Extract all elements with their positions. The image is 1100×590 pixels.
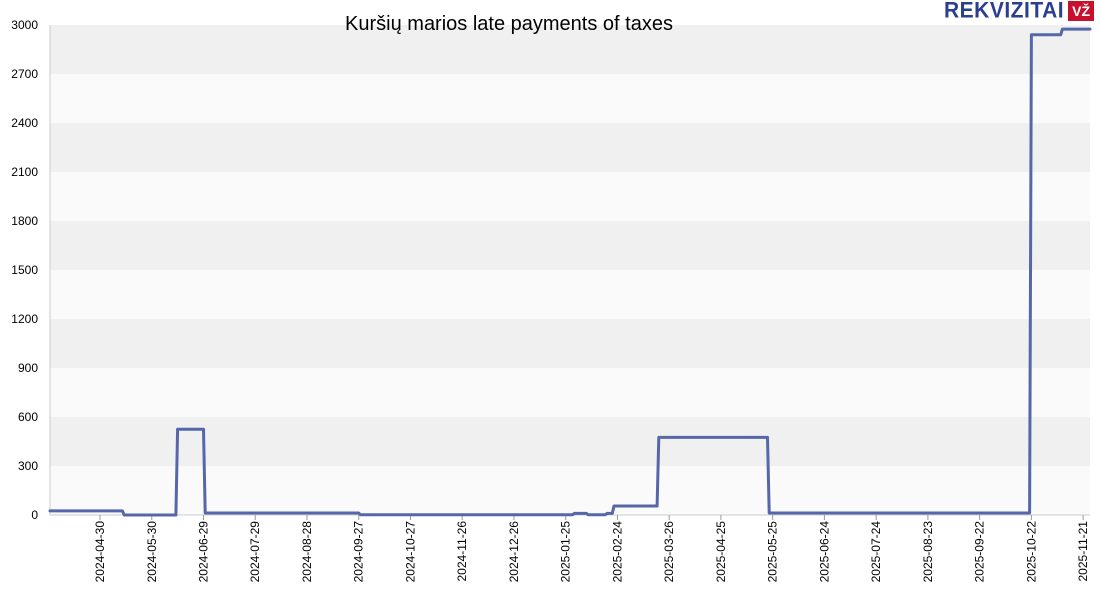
x-tick-label: 2024-08-28 [300, 521, 314, 583]
y-tick-label: 300 [18, 459, 38, 473]
y-tick-label: 900 [18, 361, 38, 375]
y-tick-label: 2100 [11, 165, 38, 179]
x-tick-label: 2025-02-24 [610, 521, 624, 583]
y-tick-label: 1200 [11, 312, 38, 326]
grid-band [50, 319, 1090, 368]
x-tick-label: 2025-04-25 [714, 521, 728, 583]
y-axis: 0 300 600 900 1200 1500 1800 2100 2400 2700 3000 [11, 18, 51, 522]
grid-band [50, 368, 1090, 417]
grid-band [50, 417, 1090, 466]
x-tick-label: 2024-12-26 [507, 521, 521, 583]
x-tick-label: 2025-08-23 [921, 521, 935, 583]
grid-band [50, 172, 1090, 221]
brand-name: REKVIZITAI [943, 0, 1065, 23]
chart-title: Kuršių marios late payments of taxes [345, 13, 673, 35]
x-tick-label: 2024-09-27 [352, 521, 366, 583]
x-tick-label: 2024-04-30 [93, 521, 107, 583]
grid-band [50, 270, 1090, 319]
series-line [48, 27, 1092, 517]
x-tick-label: 2025-06-24 [817, 521, 831, 583]
x-tick-label: 2025-07-24 [869, 521, 883, 583]
x-tick-label: 2025-03-26 [662, 521, 676, 583]
x-tick-label: 2025-11-21 [1076, 521, 1090, 582]
y-tick-label: 1500 [11, 263, 38, 277]
x-tick-label: 2024-07-29 [248, 521, 262, 583]
grid-band [50, 74, 1090, 123]
y-tick-label: 2400 [11, 116, 38, 130]
grid-band [50, 221, 1090, 270]
x-tick-label: 2024-11-26 [455, 521, 469, 582]
x-tick-label: 2024-06-29 [196, 521, 210, 583]
x-tick-label: 2025-01-25 [559, 521, 573, 583]
y-tick-label: 2700 [11, 67, 38, 81]
brand-logo: REKVIZITAI VŽ [943, 0, 1094, 23]
grid-band [50, 25, 1090, 74]
x-axis: 2024-04-30 2024-05-30 2024-06-29 2024-07-29… [50, 514, 1090, 583]
x-tick-label: 2024-10-27 [403, 521, 417, 583]
x-tick-label: 2024-05-30 [145, 521, 159, 583]
brand-badge: VŽ [1068, 1, 1094, 21]
series-layer [48, 27, 1092, 517]
y-tick-label: 3000 [11, 18, 38, 32]
y-tick-label: 0 [31, 508, 38, 522]
x-tick-label: 2025-10-22 [1024, 521, 1038, 583]
y-tick-label: 600 [18, 410, 38, 424]
grid-band [50, 123, 1090, 172]
grid-bands [50, 25, 1090, 515]
x-tick-label: 2025-09-22 [973, 521, 987, 583]
y-tick-label: 1800 [11, 214, 38, 228]
grid-band [50, 466, 1090, 515]
x-tick-label: 2025-05-25 [766, 521, 780, 583]
